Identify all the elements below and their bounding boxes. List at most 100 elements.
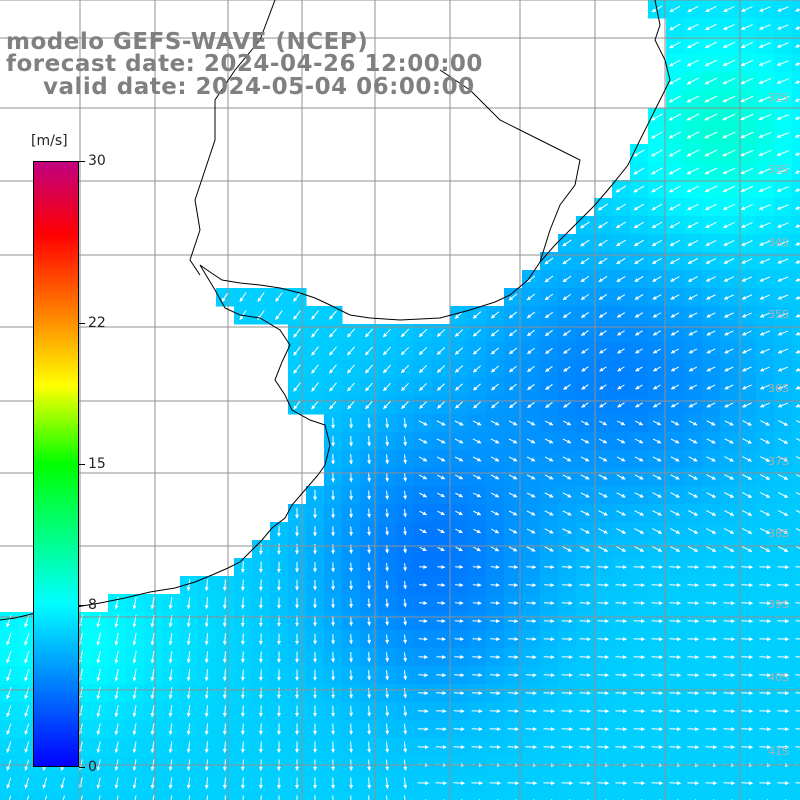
wind-cell (540, 792, 559, 800)
wind-arrow (597, 565, 609, 570)
wind-arrow (669, 619, 682, 624)
wind-arrow (453, 709, 465, 714)
wind-arrow (795, 602, 800, 604)
wind-arrow (741, 745, 754, 750)
wind-arrow (579, 619, 591, 624)
wind-arrow (741, 727, 754, 732)
wind-arrow (759, 619, 772, 624)
wind-cell (792, 540, 800, 559)
wind-arrow (741, 583, 754, 588)
wind-cell (792, 54, 800, 73)
latitude-label: 37S (768, 455, 789, 468)
wind-arrow (723, 583, 736, 588)
wind-arrow (543, 601, 555, 606)
wind-arrow (759, 709, 772, 714)
wind-arrow (349, 723, 354, 735)
wind-cell (792, 234, 800, 253)
wind-arrow (705, 709, 718, 714)
wind-arrow (723, 619, 736, 624)
wind-arrow (651, 709, 664, 714)
wind-arrow (349, 562, 354, 573)
wind-cell (396, 792, 415, 800)
wind-arrow (777, 565, 790, 570)
wind-cell (792, 0, 800, 19)
wind-arrow (597, 745, 610, 750)
wind-cell (594, 792, 613, 800)
wind-arrow (349, 652, 354, 663)
wind-arrow (669, 727, 682, 732)
wind-arrow (525, 781, 538, 786)
wind-arrow (615, 691, 628, 696)
wind-arrow (705, 727, 718, 732)
colorbar-tick-mark (79, 767, 85, 768)
wind-arrow (741, 655, 754, 660)
forecast-date: forecast date: 2024-04-26 12:00:00 (6, 51, 483, 77)
wind-arrow (759, 583, 772, 588)
wind-arrow (349, 741, 354, 753)
wind-arrow (615, 673, 628, 678)
wind-arrow (615, 655, 628, 660)
wind-arrow (615, 781, 628, 786)
colorbar-units: [m/s] (31, 133, 68, 149)
wind-arrow (687, 637, 700, 642)
colorbar (33, 161, 79, 767)
wind-arrow (795, 656, 800, 658)
wind-cell (738, 792, 757, 800)
wind-arrow (777, 781, 790, 786)
wind-arrow (543, 637, 555, 642)
wind-arrow (349, 417, 354, 429)
wind-arrow (240, 687, 245, 700)
latitude-label: 35S (768, 308, 789, 321)
wind-arrow (759, 565, 772, 570)
wind-cell (684, 792, 703, 800)
wind-cell (558, 792, 577, 800)
wind-cell (702, 792, 721, 800)
wind-arrow (651, 727, 664, 732)
wind-arrow (741, 565, 754, 570)
wind-cell (792, 198, 800, 217)
wind-arrow (651, 637, 664, 642)
wind-arrow (417, 745, 429, 750)
wind-cell (792, 36, 800, 55)
wind-cell (666, 792, 685, 800)
wind-arrow (349, 687, 354, 699)
wind-arrow (561, 637, 573, 642)
wind-arrow (615, 745, 628, 750)
latitude-label: 38S (768, 527, 789, 540)
wind-arrow (453, 745, 465, 750)
colorbar-tick-mark (79, 161, 85, 162)
colorbar-tick-mark (79, 322, 85, 324)
wind-arrow (669, 601, 682, 606)
wind-arrow (723, 691, 736, 696)
wind-arrow (579, 781, 592, 786)
wind-arrow (687, 673, 700, 678)
wind-arrow (777, 637, 790, 642)
wind-arrow (669, 781, 682, 786)
wind-arrow (633, 619, 646, 624)
wind-arrow (471, 709, 483, 714)
wind-cell (792, 306, 800, 325)
wind-arrow (561, 655, 573, 660)
wind-arrow (349, 598, 354, 609)
wind-arrow (597, 781, 610, 786)
wind-arrow (240, 669, 245, 682)
latitude-label: 40S (768, 671, 789, 684)
wind-arrow (561, 601, 573, 606)
wind-arrow (597, 601, 609, 606)
wind-cell (792, 522, 800, 541)
wind-cell (792, 486, 800, 505)
wind-arrow (349, 669, 354, 681)
wind-arrow (240, 777, 245, 790)
wind-arrow (669, 655, 682, 660)
wind-arrow (669, 583, 681, 588)
wind-arrow (633, 673, 646, 678)
wind-arrow (349, 616, 354, 627)
wind-arrow (651, 583, 663, 588)
wind-arrow (349, 705, 354, 717)
wind-arrow (579, 709, 592, 714)
wind-arrow (543, 619, 555, 624)
wind-arrow (705, 691, 718, 696)
wind-arrow (417, 709, 429, 714)
wind-arrow (705, 637, 718, 642)
